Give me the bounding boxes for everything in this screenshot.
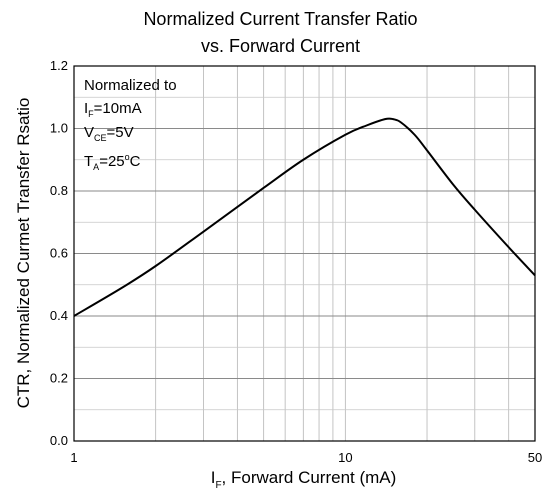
- annotation-line4: TA=25oC: [84, 152, 141, 172]
- x-tick-label: 50: [528, 450, 542, 465]
- x-tick-label: 10: [338, 450, 352, 465]
- chart-title-line2: vs. Forward Current: [200, 36, 361, 56]
- y-tick-label: 0.6: [50, 246, 68, 261]
- y-tick-label: 0.2: [50, 371, 68, 386]
- y-tick-label: 1.2: [50, 58, 68, 73]
- annotation-line3: VCE=5V: [84, 124, 134, 143]
- chart-title-line1: Normalized Current Transfer Ratio: [143, 9, 418, 29]
- x-tick-label: 1: [70, 450, 77, 465]
- annotation-line1: Normalized to: [84, 77, 177, 94]
- y-tick-label: 0.8: [50, 183, 68, 198]
- annotation-line2: IF=10mA: [84, 100, 142, 119]
- y-tick-label: 1.0: [50, 121, 68, 136]
- x-axis-label: IF, Forward Current (mA): [210, 468, 397, 491]
- y-tick-label: 0.0: [50, 433, 68, 448]
- y-tick-label: 0.4: [50, 308, 68, 323]
- series-line: [73, 117, 536, 317]
- plot-frame: [73, 65, 536, 442]
- y-axis-label: CTR, Normalized Curmet Transfer Rsatio: [14, 97, 33, 409]
